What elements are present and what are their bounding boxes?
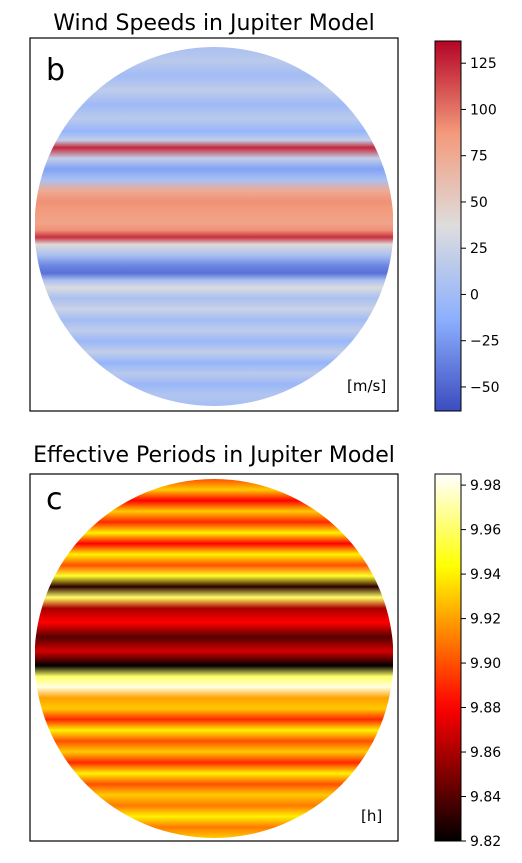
colorbar-c-ticks: 9.82 9.84 9.86 9.88 9.90 9.92 9.94 9.96 9.98 — [461, 478, 501, 850]
panel-b-unit: [m/s] — [347, 377, 386, 395]
colorbar-c-tick-label: 9.96 — [470, 523, 501, 539]
colorbar-b-ticks: −50 −25 0 25 50 75 100 125 — [461, 56, 500, 396]
panel-c: Effective Periods in Jupiter Model c [h]… — [29, 443, 501, 850]
panel-b-disk — [35, 47, 393, 406]
colorbar-b-tick-label: −25 — [470, 334, 500, 350]
colorbar-c-tick-label: 9.92 — [470, 612, 501, 628]
colorbar-c-tick-label: 9.84 — [470, 790, 501, 806]
panel-b-title: Wind Speeds in Jupiter Model — [53, 11, 375, 36]
colorbar-c-tick-label: 9.90 — [470, 656, 501, 672]
panel-c-letter: c — [46, 482, 63, 517]
colorbar-c-tick-label: 9.98 — [470, 478, 501, 494]
panel-c-unit: [h] — [361, 807, 382, 825]
colorbar-b — [434, 40, 462, 412]
panel-b: Wind Speeds in Jupiter Model b [m/s] −50… — [29, 11, 500, 412]
panel-c-title: Effective Periods in Jupiter Model — [33, 443, 395, 468]
colorbar-b-tick-label: 125 — [470, 56, 497, 72]
colorbar-c-tick-label: 9.88 — [470, 701, 501, 717]
colorbar-b-tick-label: 100 — [470, 102, 497, 118]
panel-c-disk — [35, 479, 393, 838]
colorbar-c-tick-label: 9.94 — [470, 567, 501, 583]
colorbar-b-tick-label: 75 — [470, 149, 488, 165]
panel-b-letter: b — [46, 53, 65, 88]
colorbar-c-tick-label: 9.86 — [470, 745, 501, 761]
colorbar-b-tick-label: −50 — [470, 380, 500, 396]
colorbar-b-tick-label: 50 — [470, 195, 488, 211]
colorbar-c-tick-label: 9.82 — [470, 834, 501, 850]
colorbar-b-tick-label: 0 — [470, 287, 479, 303]
colorbar-b-tick-label: 25 — [470, 241, 488, 257]
colorbar-c — [434, 473, 462, 842]
